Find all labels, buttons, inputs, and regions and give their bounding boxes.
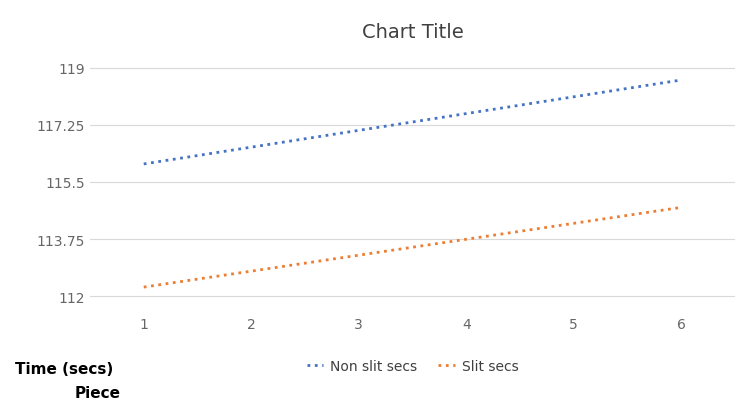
Slit secs xyxy=(631,212,640,217)
Non slit secs xyxy=(631,85,640,90)
Slit secs xyxy=(283,264,292,269)
Legend: Non slit secs, Slit secs: Non slit secs, Slit secs xyxy=(301,354,524,379)
Slit secs xyxy=(676,205,686,210)
Slit secs xyxy=(160,282,170,287)
Line: Non slit secs: Non slit secs xyxy=(144,81,681,164)
Text: Piece: Piece xyxy=(75,385,121,400)
Non slit secs xyxy=(239,146,248,151)
Line: Slit secs: Slit secs xyxy=(144,208,681,288)
Slit secs xyxy=(650,209,658,214)
Non slit secs xyxy=(676,78,686,83)
Non slit secs xyxy=(650,83,658,87)
Slit secs xyxy=(172,280,181,285)
Title: Chart Title: Chart Title xyxy=(362,23,464,42)
Slit secs xyxy=(239,270,248,275)
Non slit secs xyxy=(140,162,148,167)
Slit secs xyxy=(140,285,148,290)
Non slit secs xyxy=(160,159,170,164)
Non slit secs xyxy=(172,157,181,162)
Non slit secs xyxy=(283,140,292,145)
Text: Time (secs): Time (secs) xyxy=(15,361,113,376)
